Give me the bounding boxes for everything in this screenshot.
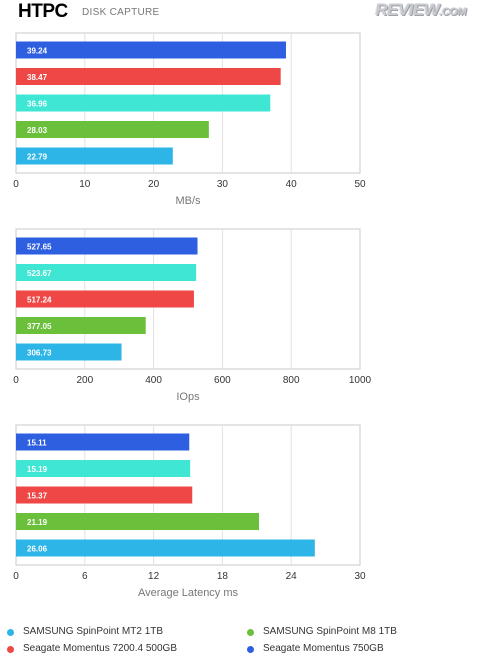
iops-tick-label: 0 xyxy=(13,375,19,386)
iops-bar-label: 377.05 xyxy=(27,322,52,331)
mbs-tick-label: 50 xyxy=(354,179,366,190)
iops-bar xyxy=(16,264,197,281)
mbs-bar-label: 22.79 xyxy=(27,153,48,162)
mbs-axis-label: MB/s xyxy=(175,195,201,207)
latency-bar xyxy=(16,460,191,477)
iops-bar-label: 517.24 xyxy=(27,296,52,305)
legend-label: Seagate Momentus 750GB xyxy=(263,643,384,654)
latency-bar xyxy=(16,539,315,557)
mbs-bar xyxy=(16,121,209,138)
iops-tick-label: 1000 xyxy=(349,375,372,386)
latency-tick-label: 6 xyxy=(82,571,88,582)
iops-bar xyxy=(16,343,122,361)
mbs-tick-label: 40 xyxy=(286,179,298,190)
latency-bar-label: 21.19 xyxy=(27,518,48,527)
latency-bar xyxy=(16,433,190,451)
legend-dot xyxy=(7,629,14,636)
iops-bar xyxy=(16,290,194,308)
mbs-tick-label: 0 xyxy=(13,179,19,190)
review-logo: REVIEW.COM xyxy=(375,0,466,19)
mbs-bar-label: 36.96 xyxy=(27,100,48,109)
legend-label: SAMSUNG SpinPoint M8 1TB xyxy=(263,626,397,637)
mbs-tick-label: 10 xyxy=(79,179,91,190)
mbs-bar xyxy=(16,147,173,165)
page-subtitle: DISK CAPTURE xyxy=(82,7,160,18)
iops-tick-label: 200 xyxy=(76,375,93,386)
mbs-chart: 39.24 38.47 36.96 28.03 22.79 0 10 20 30 40 50 MB/s xyxy=(13,32,366,207)
latency-bar-label: 15.19 xyxy=(27,465,48,474)
legend-label: Seagate Momentus 7200.4 500GB xyxy=(23,643,177,654)
latency-bar-label: 15.37 xyxy=(27,492,48,501)
mbs-bar xyxy=(16,41,286,59)
mbs-tick-label: 20 xyxy=(148,179,160,190)
latency-axis-label: Average Latency ms xyxy=(138,587,239,599)
iops-bar-label: 523.67 xyxy=(27,269,52,278)
legend-dot xyxy=(247,629,254,636)
latency-bar xyxy=(16,486,193,504)
latency-chart: 15.11 15.19 15.37 21.19 26.06 0 6 12 18 24 30 Avera… xyxy=(13,424,366,599)
mbs-bar xyxy=(16,94,271,112)
latency-bar-label: 26.06 xyxy=(27,545,48,554)
latency-tick-label: 12 xyxy=(148,571,160,582)
legend-label: SAMSUNG SpinPoint MT2 1TB xyxy=(23,626,164,637)
latency-tick-label: 18 xyxy=(217,571,229,582)
mbs-bar-label: 38.47 xyxy=(27,73,48,82)
header: HTPC DISK CAPTURE REVIEW.COM xyxy=(14,0,466,24)
latency-bar xyxy=(16,513,259,530)
iops-bar xyxy=(16,317,146,334)
iops-tick-label: 800 xyxy=(283,375,300,386)
mbs-tick-label: 30 xyxy=(217,179,229,190)
iops-bar xyxy=(16,237,198,255)
iops-bar-label: 527.65 xyxy=(27,243,52,252)
mbs-bar xyxy=(16,68,281,85)
page-title: HTPC xyxy=(18,1,68,22)
legend: SAMSUNG SpinPoint MT2 1TB SAMSUNG SpinPoi… xyxy=(0,620,480,654)
mbs-bar-label: 39.24 xyxy=(27,47,48,56)
latency-tick-label: 0 xyxy=(13,571,19,582)
latency-bar-label: 15.11 xyxy=(27,439,47,448)
iops-tick-label: 400 xyxy=(145,375,162,386)
iops-axis-label: IOps xyxy=(176,391,200,403)
iops-chart: 527.65 523.67 517.24 377.05 306.73 0 200 400 600… xyxy=(13,228,372,403)
mbs-bar-label: 28.03 xyxy=(27,126,48,135)
iops-bar-label: 306.73 xyxy=(27,349,52,358)
latency-tick-label: 30 xyxy=(354,571,366,582)
latency-tick-label: 24 xyxy=(286,571,298,582)
iops-tick-label: 600 xyxy=(214,375,231,386)
